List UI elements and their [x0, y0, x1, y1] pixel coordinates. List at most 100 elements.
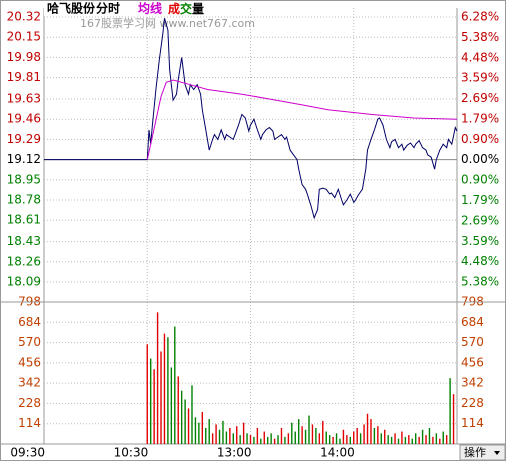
volume-bar — [201, 411, 204, 444]
volume-bar — [421, 429, 424, 444]
volume-bar — [308, 415, 310, 444]
volume-bar — [291, 422, 293, 444]
volume-bar — [404, 436, 407, 444]
volume-bar — [346, 435, 348, 444]
volume-bar — [163, 333, 166, 444]
volume-bar — [442, 431, 444, 444]
volume-bar — [377, 426, 379, 444]
x-tick-label: 09:30 — [10, 446, 45, 460]
vol-tick-label-right: 570 — [461, 335, 484, 349]
volume-bar — [384, 429, 386, 444]
vol-tick-label: 684 — [18, 315, 41, 329]
volume-bar — [315, 427, 317, 444]
y2-tick-label: 2.69% — [461, 91, 499, 105]
volume-bar — [380, 433, 382, 444]
legend-volume: 成交量 — [168, 1, 204, 16]
vol-tick-label-right: 342 — [461, 376, 484, 390]
volume-bar — [328, 435, 331, 444]
volume-bar — [184, 399, 186, 444]
vol-tick-label: 570 — [18, 335, 41, 349]
volume-bar — [370, 419, 372, 444]
y-tick-label: 18.61 — [7, 213, 41, 227]
volume-bar — [287, 433, 290, 444]
volume-bar — [187, 408, 190, 444]
volume-bar — [256, 427, 259, 444]
volume-bar — [280, 427, 283, 444]
y-tick-label: 19.63 — [7, 91, 41, 105]
volume-bar — [325, 431, 327, 444]
volume-bar — [180, 390, 183, 444]
volume-bar — [408, 435, 410, 444]
volume-bar — [153, 369, 155, 444]
volume-bar — [232, 433, 234, 444]
volume-bar — [177, 376, 179, 444]
volume-bar — [425, 435, 427, 444]
volume-bar — [335, 433, 338, 444]
y2-tick-label: 4.48% — [461, 254, 499, 268]
volume-bar — [149, 358, 152, 444]
volume-bar — [208, 419, 210, 444]
y2-tick-label: 5.38% — [461, 30, 499, 44]
y2-tick-label: 0.90% — [461, 132, 499, 146]
volume-bar — [418, 436, 420, 444]
volume-bar — [211, 433, 214, 444]
volume-bar — [373, 427, 376, 444]
volume-bar — [294, 431, 296, 444]
y-tick-label: 19.98 — [7, 50, 41, 64]
vol-tick-label-right: 114 — [461, 416, 484, 430]
y-tick-label: 18.43 — [7, 234, 41, 248]
y-tick-label: 20.15 — [7, 30, 41, 44]
volume-bar — [222, 420, 224, 444]
volume-bar — [301, 426, 303, 444]
volume-bar — [411, 438, 413, 444]
volume-bar — [205, 427, 207, 444]
volume-bar — [167, 337, 169, 444]
volume-bar — [239, 435, 241, 444]
legend-avg: 均线 — [138, 1, 162, 16]
volume-bar — [249, 435, 252, 444]
vol-tick-label: 228 — [18, 396, 41, 410]
volume-bar — [297, 419, 300, 444]
volume-bar — [277, 435, 279, 444]
volume-bar — [359, 433, 362, 444]
y-tick-label: 18.09 — [7, 275, 41, 289]
volume-bar — [322, 420, 324, 444]
view-label: 分时 — [96, 1, 120, 16]
y2-tick-label: 4.48% — [461, 50, 499, 64]
y-tick-label: 19.81 — [7, 70, 41, 84]
volume-bar — [270, 433, 272, 444]
chart-title: 哈飞股份 — [47, 1, 96, 16]
menu-arrow — [494, 451, 500, 455]
volume-bar — [435, 433, 438, 444]
volume-bar — [225, 431, 228, 444]
volume-bar — [198, 422, 200, 444]
volume-bar — [260, 438, 262, 444]
vol-tick-label-right: 228 — [461, 396, 484, 410]
vol-tick-label-right: 684 — [461, 315, 484, 329]
y-tick-label: 18.26 — [7, 254, 41, 268]
volume-bar — [318, 433, 321, 444]
menu-button[interactable] — [459, 444, 506, 461]
volume-bar — [339, 438, 341, 444]
price-line — [44, 18, 458, 220]
volume-bar — [146, 344, 148, 444]
y2-tick-label: 1.79% — [461, 112, 499, 126]
volume-bar — [353, 431, 355, 444]
volume-bar — [401, 431, 403, 444]
volume-bar — [349, 436, 352, 444]
price-line — [146, 79, 458, 160]
volume-bar — [242, 422, 245, 444]
vol-tick-label: 114 — [18, 416, 41, 430]
volume-bar — [342, 429, 345, 444]
y-tick-label: 19.29 — [7, 132, 41, 146]
header-bg — [44, 2, 214, 16]
volume-bar — [246, 433, 248, 444]
volume-bar — [439, 438, 441, 444]
volume-bar — [174, 326, 176, 444]
volume-bar — [160, 351, 162, 444]
volume-bar — [218, 429, 221, 444]
y2-tick-label: 3.59% — [461, 234, 499, 248]
y2-tick-label: 3.59% — [461, 71, 499, 85]
